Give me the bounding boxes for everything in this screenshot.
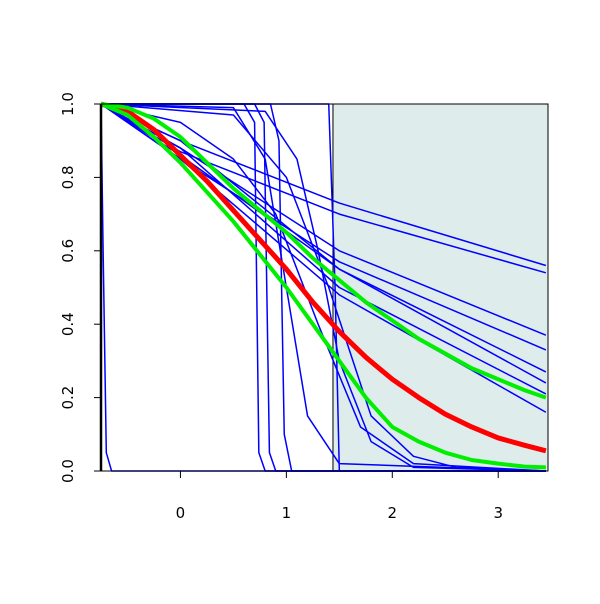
curve: [101, 102, 546, 470]
shaded-region: [332, 103, 549, 472]
curve: [101, 101, 547, 454]
y-tick-label: 0.2: [59, 386, 77, 410]
y-tick-label: 0.0: [59, 459, 77, 483]
x-tick-label: 0: [176, 504, 186, 522]
curve: [101, 102, 547, 400]
x-tick-label: 2: [388, 504, 398, 522]
y-tick-label: 0.6: [59, 239, 77, 263]
x-tick-label: 3: [493, 504, 503, 522]
curve: [101, 103, 546, 472]
y-tick-label: 1.0: [59, 92, 77, 116]
curve: [101, 103, 546, 472]
y-tick-label: 0.8: [59, 165, 77, 189]
x-tick-label: 1: [282, 504, 292, 522]
y-tick-label: 0.4: [59, 312, 77, 336]
